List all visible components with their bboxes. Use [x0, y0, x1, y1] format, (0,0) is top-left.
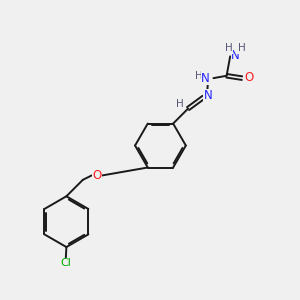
- Text: O: O: [92, 169, 102, 182]
- Text: N: N: [201, 72, 210, 85]
- Text: H: H: [238, 43, 245, 53]
- Text: O: O: [244, 71, 253, 84]
- Text: H: H: [176, 99, 184, 109]
- Text: Cl: Cl: [60, 259, 71, 269]
- Text: H: H: [225, 43, 232, 53]
- Text: N: N: [231, 49, 240, 62]
- Text: N: N: [204, 89, 213, 102]
- Text: H: H: [195, 71, 203, 81]
